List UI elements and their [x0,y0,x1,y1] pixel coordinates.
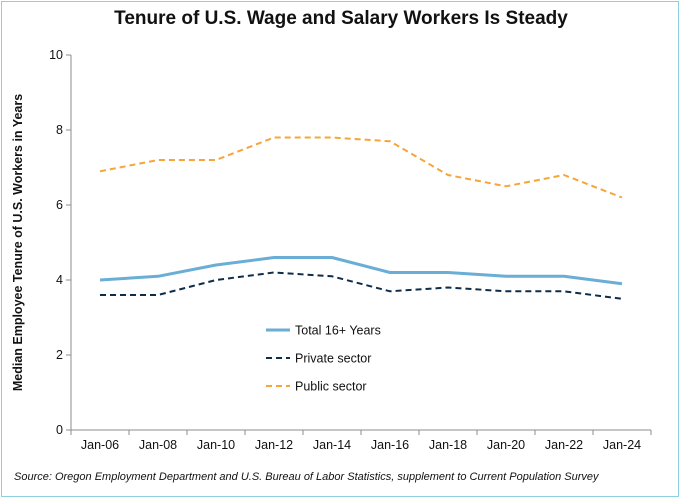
x-tick-label: Jan-22 [545,438,583,452]
x-tick-label: Jan-10 [197,438,235,452]
x-tick-label: Jan-08 [139,438,177,452]
x-tick-label: Jan-24 [603,438,641,452]
series-line-1 [100,271,623,300]
legend-label-1: Private sector [295,352,371,366]
legend: Total 16+ Years Private sector Public sect… [266,324,381,394]
y-tick-label: 0 [56,423,63,437]
x-tick-label: Jan-18 [429,438,467,452]
legend-label-0: Total 16+ Years [295,324,381,338]
y-tick-label: 10 [49,48,63,62]
y-axis-title: Median Employee Tenure of U.S. Workers i… [11,94,25,391]
source-note: Source: Oregon Employment Department and… [14,471,599,483]
y-tick-label: 4 [56,273,63,287]
chart-title: Tenure of U.S. Wage and Salary Workers I… [114,8,568,29]
x-tick-label: Jan-06 [81,438,119,452]
series-layer [99,136,623,300]
x-tick-label: Jan-14 [313,438,351,452]
x-tick-label: Jan-20 [487,438,525,452]
x-tick-label: Jan-12 [255,438,293,452]
series-line-0 [99,256,623,286]
x-tick-label: Jan-16 [371,438,409,452]
y-tick-label: 6 [56,198,63,212]
legend-label-2: Public sector [295,380,367,394]
y-tick-label: 8 [56,123,63,137]
y-tick-label: 2 [56,348,63,362]
axes: 0 2 4 6 8 10 Jan-06 Jan-08 Jan-10 Jan-12 Jan-14 Jan… [11,48,652,452]
series-line-2 [99,136,623,199]
